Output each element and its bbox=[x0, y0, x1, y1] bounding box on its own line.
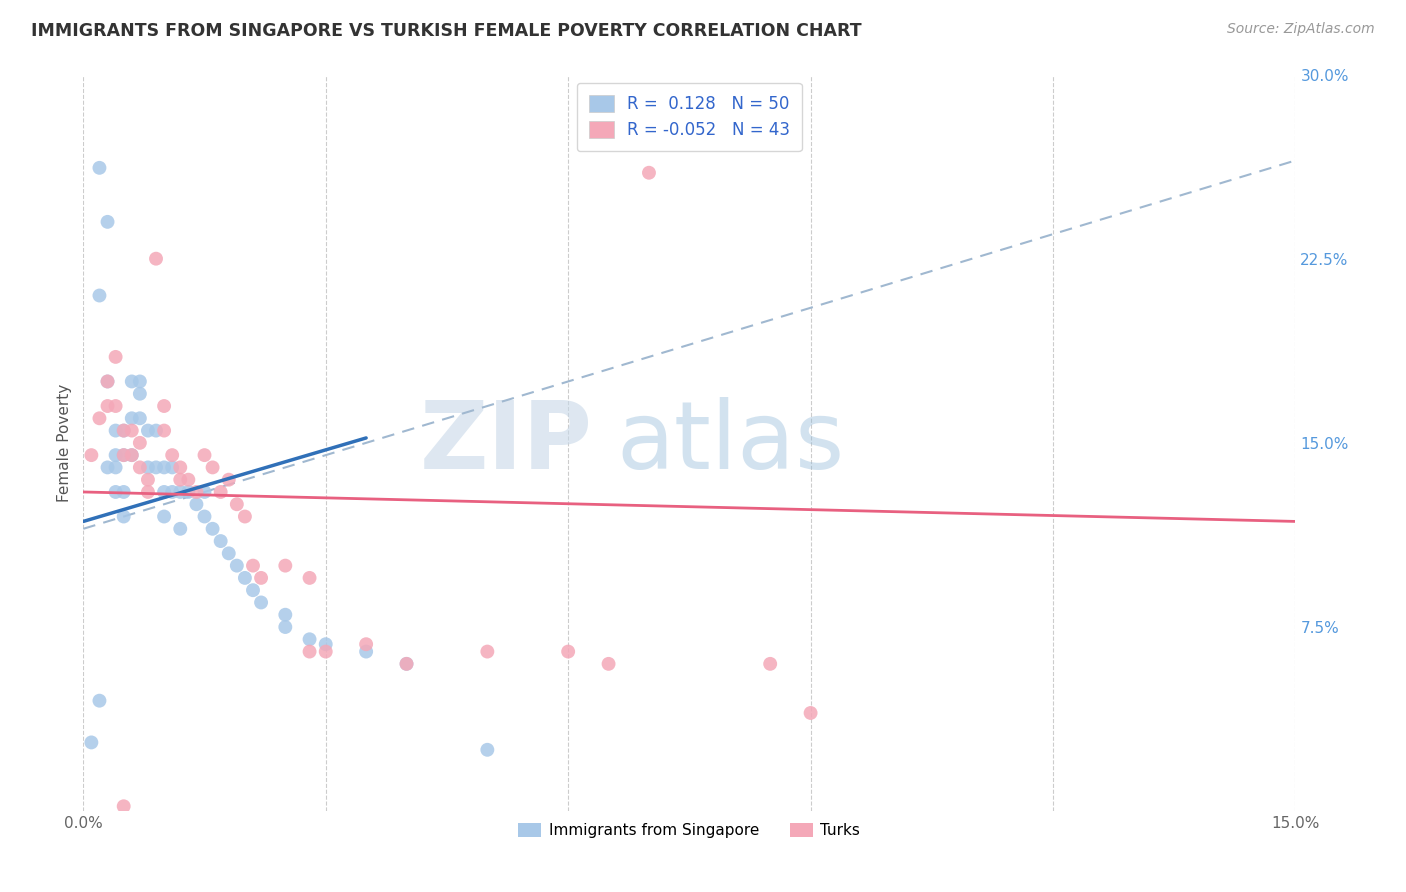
Point bbox=[112, 424, 135, 438]
Point bbox=[121, 375, 143, 389]
Text: ZIP: ZIP bbox=[419, 397, 592, 489]
Point bbox=[145, 252, 167, 266]
Point bbox=[638, 166, 661, 180]
Point bbox=[145, 460, 167, 475]
Point bbox=[298, 644, 321, 658]
Point bbox=[104, 399, 127, 413]
Point bbox=[121, 448, 143, 462]
Point bbox=[153, 399, 176, 413]
Point bbox=[250, 571, 273, 585]
Point bbox=[169, 460, 191, 475]
Point bbox=[315, 637, 337, 651]
Point bbox=[121, 448, 143, 462]
Point bbox=[477, 644, 499, 658]
Point bbox=[201, 460, 224, 475]
Point bbox=[193, 448, 215, 462]
Point bbox=[104, 448, 127, 462]
Point bbox=[242, 583, 264, 598]
Point bbox=[153, 509, 176, 524]
Point bbox=[128, 375, 150, 389]
Point bbox=[177, 473, 200, 487]
Point bbox=[225, 558, 247, 573]
Point bbox=[89, 411, 111, 425]
Point bbox=[128, 435, 150, 450]
Point bbox=[169, 522, 191, 536]
Point bbox=[395, 657, 418, 671]
Point bbox=[104, 350, 127, 364]
Text: IMMIGRANTS FROM SINGAPORE VS TURKISH FEMALE POVERTY CORRELATION CHART: IMMIGRANTS FROM SINGAPORE VS TURKISH FEM… bbox=[31, 22, 862, 40]
Point bbox=[128, 386, 150, 401]
Point bbox=[598, 657, 620, 671]
Point bbox=[112, 424, 135, 438]
Point bbox=[800, 706, 823, 720]
Point bbox=[395, 657, 418, 671]
Point bbox=[153, 460, 176, 475]
Point bbox=[233, 571, 256, 585]
Point bbox=[104, 460, 127, 475]
Point bbox=[557, 644, 579, 658]
Point bbox=[274, 620, 297, 634]
Point bbox=[104, 424, 127, 438]
Point bbox=[112, 448, 135, 462]
Point bbox=[128, 411, 150, 425]
Point bbox=[112, 485, 135, 500]
Point bbox=[136, 485, 159, 500]
Point bbox=[96, 215, 118, 229]
Point bbox=[298, 632, 321, 647]
Point bbox=[298, 571, 321, 585]
Point bbox=[128, 460, 150, 475]
Point bbox=[218, 473, 240, 487]
Point bbox=[153, 424, 176, 438]
Text: Source: ZipAtlas.com: Source: ZipAtlas.com bbox=[1227, 22, 1375, 37]
Point bbox=[112, 448, 135, 462]
Point bbox=[80, 448, 103, 462]
Point bbox=[136, 473, 159, 487]
Text: atlas: atlas bbox=[617, 397, 845, 489]
Point bbox=[209, 485, 232, 500]
Point bbox=[315, 644, 337, 658]
Point bbox=[96, 375, 118, 389]
Point bbox=[104, 485, 127, 500]
Point bbox=[169, 473, 191, 487]
Point bbox=[80, 735, 103, 749]
Point bbox=[186, 485, 208, 500]
Point bbox=[759, 657, 782, 671]
Point bbox=[96, 375, 118, 389]
Point bbox=[160, 485, 183, 500]
Point bbox=[112, 509, 135, 524]
Point bbox=[193, 485, 215, 500]
Y-axis label: Female Poverty: Female Poverty bbox=[58, 384, 72, 502]
Point bbox=[136, 460, 159, 475]
Point bbox=[136, 424, 159, 438]
Point bbox=[274, 607, 297, 622]
Point bbox=[96, 460, 118, 475]
Point bbox=[250, 595, 273, 609]
Point bbox=[242, 558, 264, 573]
Point bbox=[160, 448, 183, 462]
Point bbox=[112, 799, 135, 814]
Legend: Immigrants from Singapore, Turks: Immigrants from Singapore, Turks bbox=[512, 817, 866, 844]
Point bbox=[96, 399, 118, 413]
Point bbox=[477, 743, 499, 757]
Point bbox=[193, 509, 215, 524]
Point bbox=[121, 424, 143, 438]
Point bbox=[121, 411, 143, 425]
Point bbox=[218, 546, 240, 560]
Point bbox=[89, 694, 111, 708]
Point bbox=[160, 460, 183, 475]
Point bbox=[233, 509, 256, 524]
Point bbox=[177, 485, 200, 500]
Point bbox=[186, 497, 208, 511]
Point bbox=[169, 485, 191, 500]
Point bbox=[89, 161, 111, 175]
Point bbox=[354, 637, 377, 651]
Point bbox=[89, 288, 111, 302]
Point bbox=[153, 485, 176, 500]
Point bbox=[274, 558, 297, 573]
Point bbox=[201, 522, 224, 536]
Point bbox=[209, 534, 232, 549]
Point bbox=[354, 644, 377, 658]
Point bbox=[225, 497, 247, 511]
Point bbox=[145, 424, 167, 438]
